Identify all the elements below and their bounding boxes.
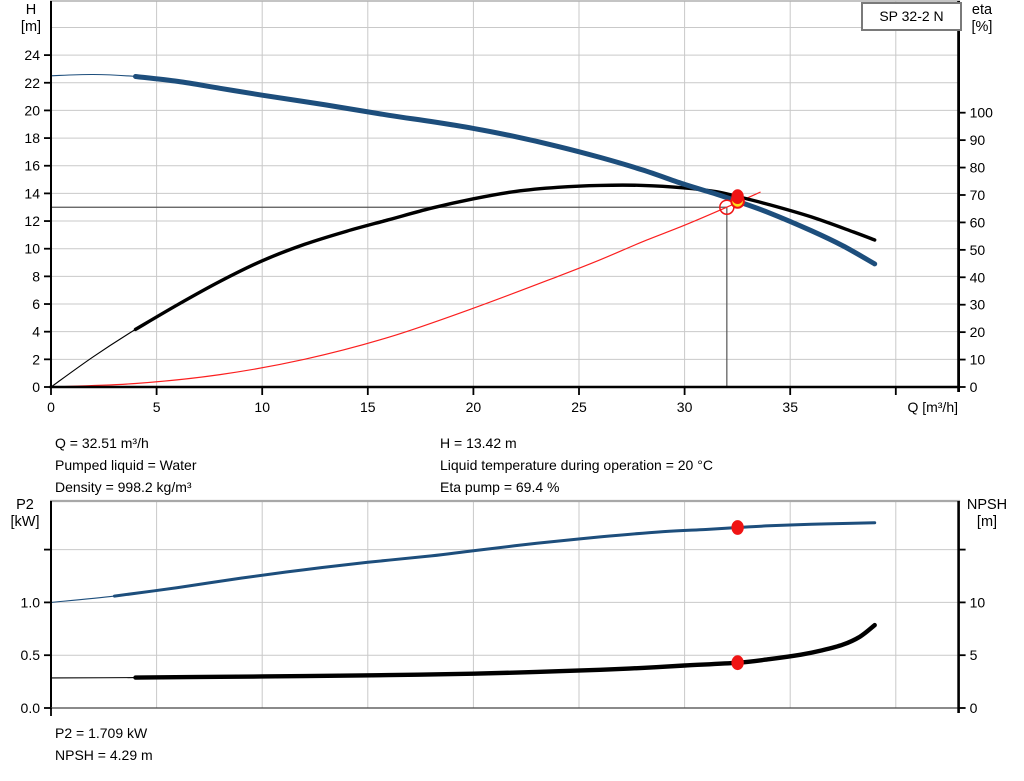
svg-text:5: 5	[153, 399, 161, 415]
svg-text:24: 24	[24, 47, 40, 63]
svg-text:30: 30	[970, 297, 986, 313]
eta-axis-label-unit: [%]	[971, 19, 993, 35]
p2-npsh-chart[interactable]: 0.0 0.5 1.0 0 5 10	[0, 495, 1024, 720]
svg-text:10: 10	[254, 399, 270, 415]
qh-eta-chart[interactable]: 0246810121416182022240102030405060708090…	[0, 0, 1024, 424]
p2-axis-label: P2 [kW]	[2, 497, 48, 531]
h-axis-label: H [m]	[11, 2, 51, 36]
svg-text:25: 25	[571, 399, 587, 415]
eta-axis-label-symbol: eta	[971, 2, 993, 18]
eta-axis-label: eta [%]	[962, 2, 1002, 36]
svg-text:80: 80	[970, 160, 986, 176]
svg-text:30: 30	[677, 399, 693, 415]
svg-text:1.0: 1.0	[21, 594, 41, 610]
svg-text:0: 0	[32, 379, 40, 395]
svg-text:50: 50	[970, 242, 986, 258]
h-axis-label-symbol: H	[25, 2, 37, 18]
pump-type-badge: SP 32-2 N	[861, 2, 962, 31]
svg-text:90: 90	[970, 132, 986, 148]
svg-text:100: 100	[970, 105, 994, 121]
npsh-axis-label: NPSH [m]	[958, 497, 1016, 531]
duty-info-h: H = 13.42 m	[440, 435, 517, 451]
npsh-axis-label-symbol: NPSH	[966, 497, 1008, 513]
h-axis-label-unit: [m]	[20, 19, 42, 35]
duty-info-eta: Eta pump = 69.4 %	[440, 479, 560, 495]
svg-text:40: 40	[970, 269, 986, 285]
svg-text:0: 0	[970, 700, 978, 716]
svg-text:35: 35	[782, 399, 798, 415]
svg-text:20: 20	[466, 399, 482, 415]
svg-text:0.0: 0.0	[21, 700, 41, 716]
npsh-axis-label-unit: [m]	[976, 514, 998, 530]
p2-axis-label-unit: [kW]	[10, 514, 40, 530]
svg-text:4: 4	[32, 324, 40, 340]
svg-text:0: 0	[970, 379, 978, 395]
duty-info-right-column: H = 13.42 m Liquid temperature during op…	[440, 432, 713, 498]
svg-text:0: 0	[47, 399, 55, 415]
svg-text:60: 60	[970, 214, 986, 230]
svg-text:12: 12	[24, 213, 40, 229]
svg-text:22: 22	[24, 75, 40, 91]
svg-text:10: 10	[970, 352, 986, 368]
svg-text:2: 2	[32, 351, 40, 367]
duty-info-q: Q = 32.51 m³/h	[55, 435, 149, 451]
svg-text:10: 10	[24, 241, 40, 257]
svg-text:16: 16	[24, 158, 40, 174]
duty-info-p2: P2 = 1.709 kW	[55, 725, 148, 741]
svg-text:14: 14	[24, 185, 40, 201]
svg-text:15: 15	[360, 399, 376, 415]
svg-text:20: 20	[24, 102, 40, 118]
svg-text:0.5: 0.5	[21, 647, 41, 663]
svg-text:18: 18	[24, 130, 40, 146]
svg-text:20: 20	[970, 324, 986, 340]
svg-text:5: 5	[970, 647, 978, 663]
q-axis-label: Q [m³/h]	[907, 399, 958, 415]
p2-axis-label-symbol: P2	[16, 497, 34, 513]
svg-text:6: 6	[32, 296, 40, 312]
duty-info-density: Density = 998.2 kg/m³	[55, 479, 192, 495]
svg-text:8: 8	[32, 268, 40, 284]
duty-info-bottom: P2 = 1.709 kW NPSH = 4.29 m	[55, 722, 153, 766]
duty-info-npsh: NPSH = 4.29 m	[55, 747, 153, 763]
duty-info-left-column: Q = 32.51 m³/h Pumped liquid = Water Den…	[55, 432, 197, 498]
duty-info-temperature: Liquid temperature during operation = 20…	[440, 457, 713, 473]
duty-info-liquid: Pumped liquid = Water	[55, 457, 197, 473]
svg-text:70: 70	[970, 187, 986, 203]
svg-text:10: 10	[970, 594, 986, 610]
